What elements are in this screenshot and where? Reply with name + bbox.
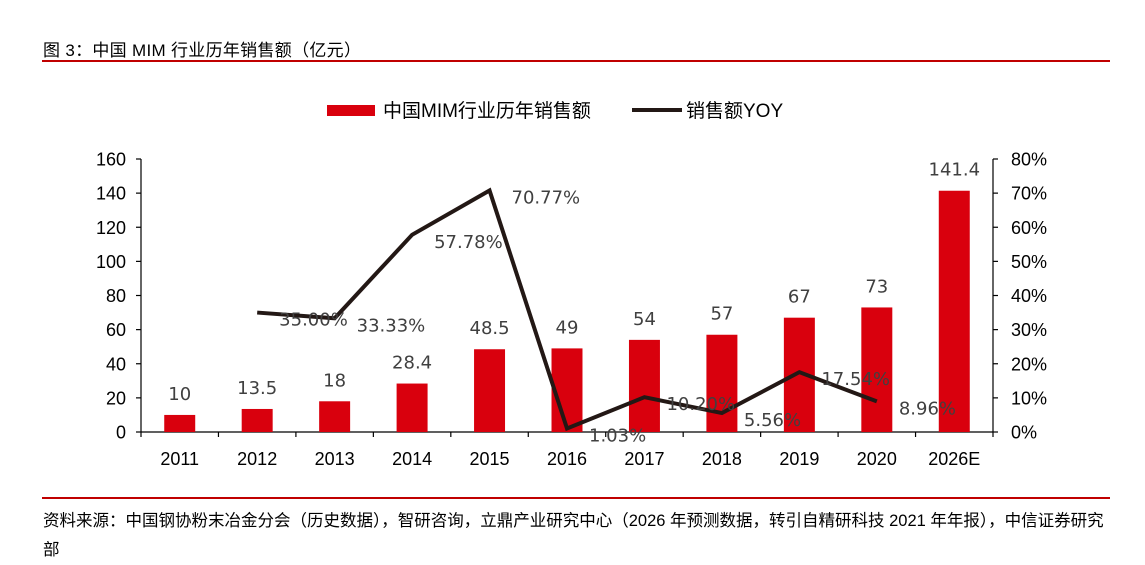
bar (706, 334, 738, 432)
x-tick-label: 2011 (160, 449, 199, 469)
bar (319, 401, 351, 432)
bar-data-label: 48.5 (470, 318, 510, 339)
right-y-tick-label: 40% (1011, 286, 1047, 306)
yoy-data-label: 5.56% (744, 410, 801, 431)
x-tick-label: 2014 (392, 449, 432, 469)
source-rule (42, 497, 1110, 499)
bar (474, 349, 506, 432)
yoy-data-label: 10.20% (666, 394, 735, 415)
legend: 中国MIM行业历年销售额 销售额YOY (327, 100, 783, 122)
left-y-tick-label: 0 (116, 423, 126, 443)
right-y-tick-label: 20% (1011, 354, 1047, 374)
bar-data-label: 57 (710, 304, 733, 325)
x-tick-label: 2013 (315, 449, 355, 469)
data-labels: 10 13.5 18 28.4 48.5 49 54 57 67 73 141.4 35.00% 33.… (168, 160, 980, 447)
yoy-data-label: 57.78% (434, 232, 503, 253)
x-tick-label: 2019 (779, 449, 819, 469)
bar-data-label: 67 (788, 287, 811, 308)
yoy-line-group (257, 187, 878, 432)
right-y-tick-label: 30% (1011, 320, 1047, 340)
left-y-tick-label: 100 (96, 252, 126, 272)
left-y-tick-label: 20 (106, 388, 126, 408)
x-tick-label: 2020 (857, 449, 897, 469)
yoy-data-label: 1.03% (589, 425, 646, 446)
legend-line-label: 销售额YOY (686, 100, 783, 122)
x-tick-label: 2018 (702, 449, 742, 469)
x-tick-label: 2026E (928, 449, 980, 469)
left-y-tick-label: 160 (96, 150, 126, 170)
bar (861, 307, 893, 432)
axes: 0 20 40 60 80 100 120 140 160 0% 10% 20% 30% 40% 50% 60… (96, 150, 1047, 470)
x-tick-label: 2017 (624, 449, 664, 469)
bar-data-label: 73 (865, 276, 888, 297)
yoy-data-label: 17.54% (821, 369, 890, 390)
bar-data-label: 141.4 (929, 160, 981, 181)
x-tick-label: 2012 (237, 449, 277, 469)
figure-title: 图 3：中国 MIM 行业历年销售额（亿元） (43, 41, 362, 60)
title-rule (42, 60, 1110, 62)
bar (628, 339, 660, 432)
yoy-data-label: 8.96% (899, 398, 956, 419)
source-note: 资料来源：中国钢协粉末冶金分会（历史数据），智研咨询，立鼎产业研究中心（2026… (43, 512, 1104, 559)
bar (241, 408, 273, 432)
bar (938, 190, 970, 432)
bar-data-label: 28.4 (392, 353, 432, 374)
bar (396, 383, 428, 432)
bar-data-label: 10 (168, 384, 191, 405)
bar (164, 414, 196, 432)
x-tick-label: 2015 (470, 449, 510, 469)
bar-data-label: 54 (633, 309, 656, 330)
left-y-tick-label: 140 (96, 184, 126, 204)
left-y-tick-label: 40 (106, 354, 126, 374)
yoy-data-label: 70.77% (512, 187, 581, 208)
chart: 中国MIM行业历年销售额 销售额YOY 0 20 40 60 80 100 120 140 160… (96, 100, 1047, 470)
bar-data-label: 13.5 (237, 378, 277, 399)
right-y-tick-label: 10% (1011, 388, 1047, 408)
left-y-tick-label: 60 (106, 320, 126, 340)
bar-data-label: 49 (556, 317, 579, 338)
yoy-data-label: 33.33% (357, 315, 426, 336)
legend-bar-label: 中国MIM行业历年销售额 (383, 100, 591, 122)
bar (551, 348, 583, 432)
left-y-tick-label: 80 (106, 286, 126, 306)
right-y-tick-label: 70% (1011, 184, 1047, 204)
bar-data-label: 18 (323, 370, 346, 391)
right-y-tick-label: 0% (1011, 423, 1037, 443)
right-y-tick-label: 80% (1011, 150, 1047, 170)
x-tick-label: 2016 (547, 449, 587, 469)
legend-bar-swatch (327, 105, 375, 116)
right-y-tick-label: 60% (1011, 218, 1047, 238)
left-y-tick-label: 120 (96, 218, 126, 238)
bars (164, 190, 970, 432)
yoy-data-label: 35.00% (279, 310, 348, 331)
right-y-tick-label: 50% (1011, 252, 1047, 272)
